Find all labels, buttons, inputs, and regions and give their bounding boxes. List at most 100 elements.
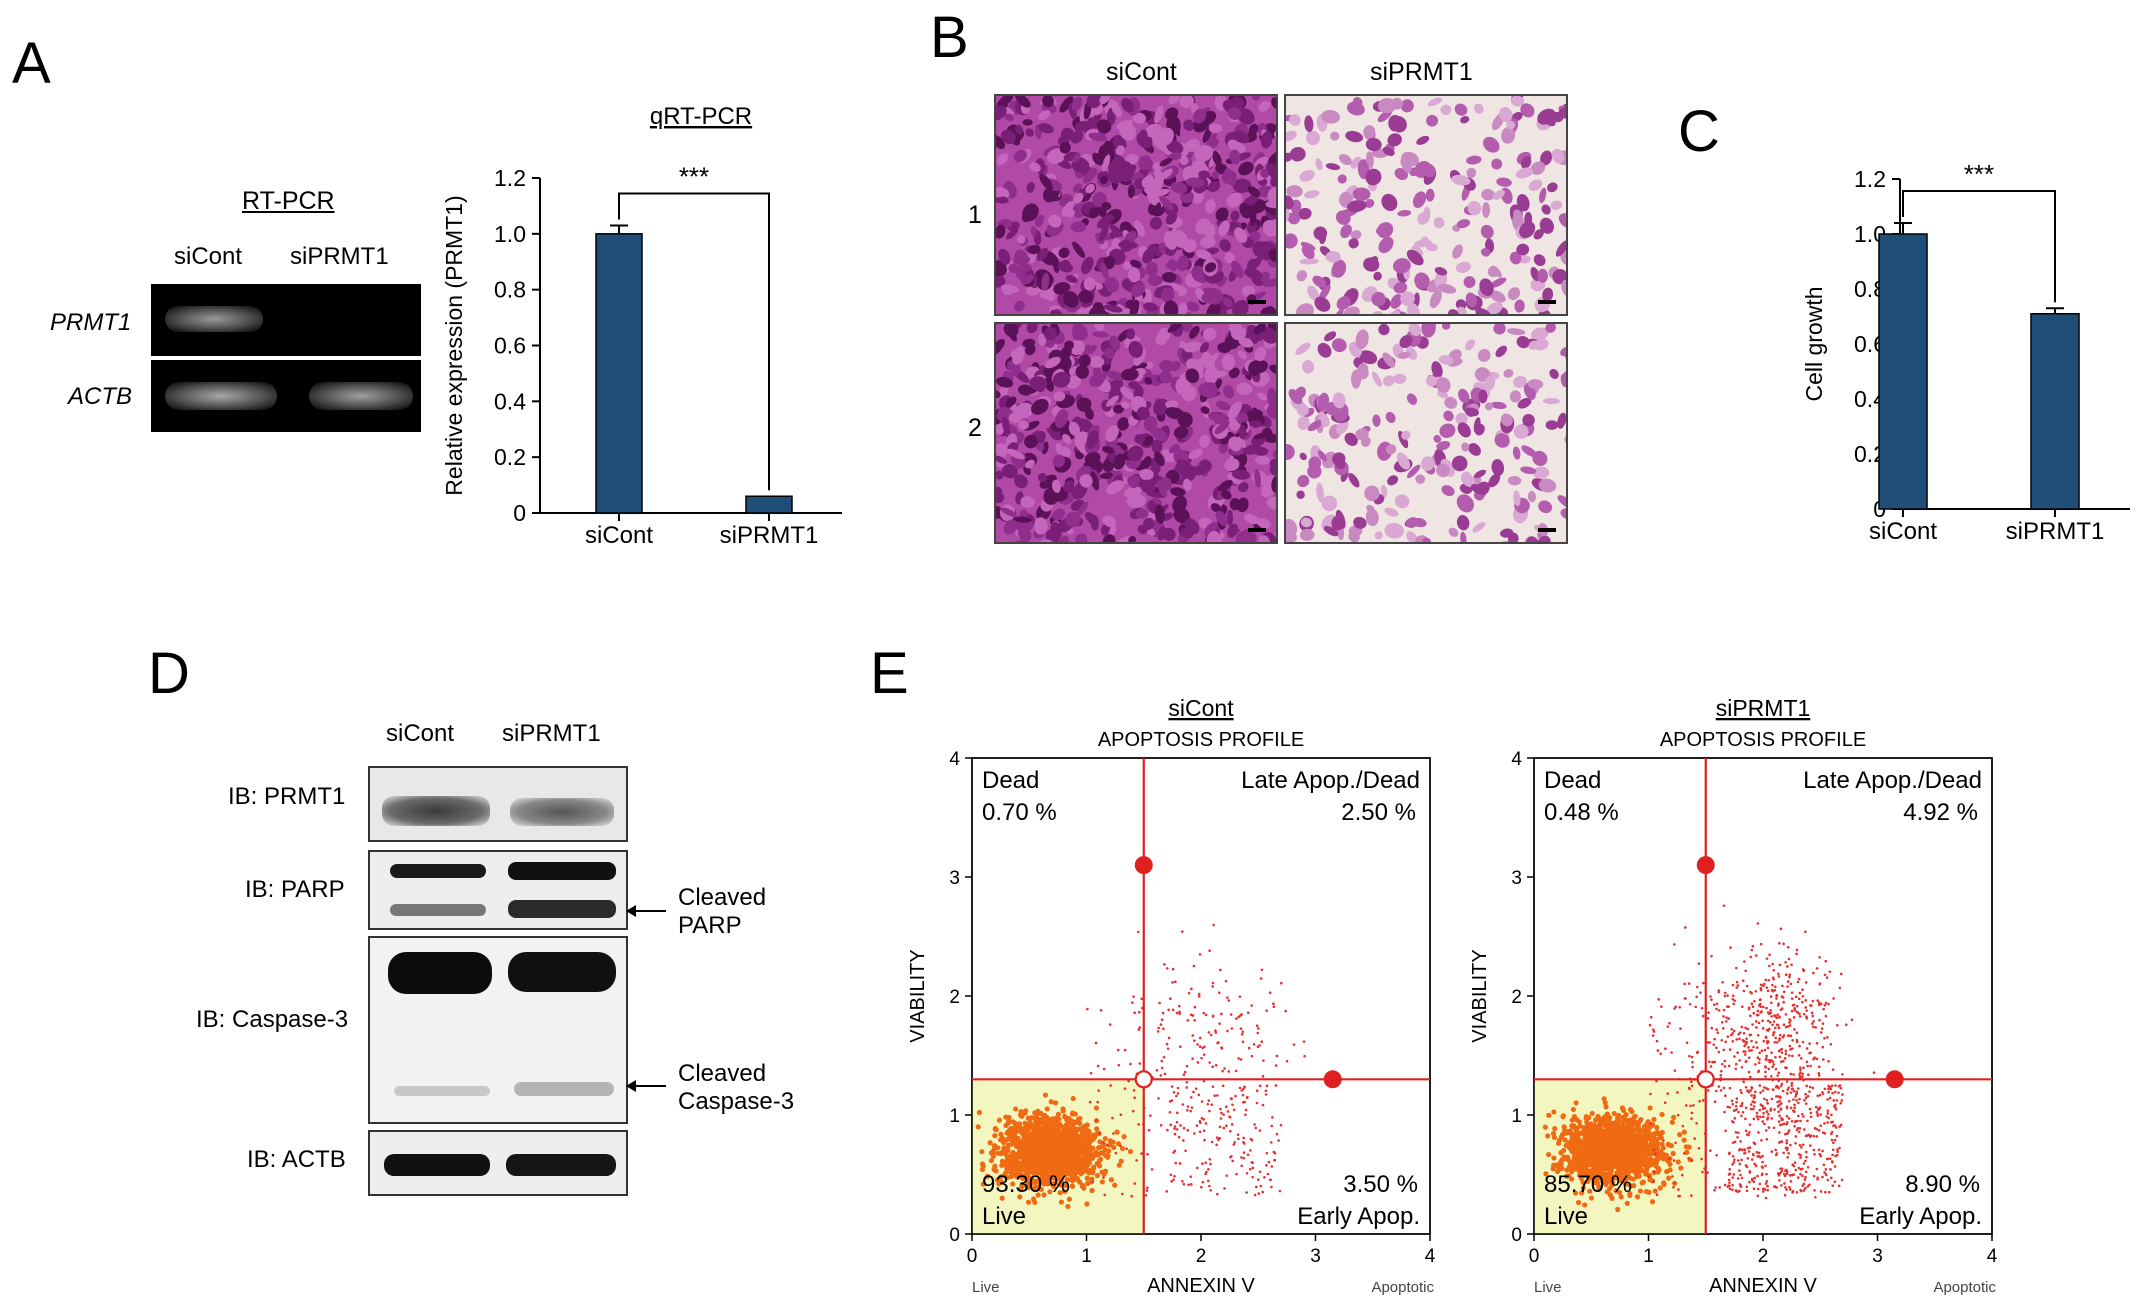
event-dot	[1111, 1116, 1114, 1120]
event-dot	[1628, 1146, 1634, 1152]
event-dot	[1671, 1175, 1674, 1178]
event-dot	[1804, 1159, 1807, 1163]
cell-shape	[1038, 123, 1054, 134]
event-dot	[1657, 998, 1660, 1001]
event-dot	[1736, 1051, 1739, 1054]
cell-shape	[1260, 271, 1270, 283]
event-dot	[1051, 1149, 1057, 1155]
event-dot	[1150, 1167, 1154, 1171]
event-dot	[1193, 1005, 1197, 1009]
event-dot	[1253, 1123, 1256, 1126]
event-dot	[1656, 1167, 1662, 1173]
event-dot	[1279, 1123, 1283, 1127]
event-dot	[1620, 1124, 1626, 1131]
event-dot	[1826, 1178, 1830, 1182]
event-dot	[1697, 1146, 1701, 1150]
cell-shape	[1248, 123, 1259, 135]
event-dot	[1264, 1089, 1268, 1093]
event-dot	[1189, 1109, 1193, 1113]
quadrant-dead-value: 0.70 %	[982, 799, 1057, 826]
event-dot	[1629, 1161, 1635, 1167]
event-dot	[1654, 1152, 1657, 1155]
event-dot	[1764, 1164, 1767, 1168]
event-dot	[1114, 1129, 1120, 1135]
event-dot	[1018, 1113, 1024, 1119]
event-dot	[1099, 1008, 1103, 1012]
event-dot	[1094, 1041, 1098, 1045]
event-dot	[1258, 1084, 1262, 1088]
event-dot	[1658, 1149, 1664, 1155]
event-dot	[1116, 1162, 1122, 1168]
event-dot	[1052, 1100, 1059, 1106]
event-dot	[1652, 1180, 1655, 1183]
event-dot	[1133, 1182, 1137, 1185]
event-dot	[988, 1157, 995, 1164]
gate-center-handle	[1134, 1070, 1153, 1089]
event-dot	[1663, 1101, 1667, 1105]
event-dot	[1601, 1096, 1607, 1102]
event-dot	[1680, 1173, 1684, 1177]
event-dot	[1272, 1002, 1275, 1006]
cell-shape	[1168, 96, 1180, 105]
event-dot	[1174, 980, 1177, 983]
event-dot	[1186, 1108, 1189, 1112]
x-axis-label: ANNEXIN V	[1147, 1275, 1255, 1297]
event-dot	[1765, 1180, 1769, 1183]
event-dot	[1010, 1119, 1016, 1125]
event-dot	[1681, 1129, 1687, 1135]
event-dot	[1661, 1181, 1667, 1188]
event-dot	[1576, 1119, 1582, 1125]
event-dot	[1169, 997, 1172, 1001]
event-dot	[1624, 1200, 1630, 1206]
event-dot	[1604, 1161, 1610, 1167]
event-dot	[1236, 1133, 1240, 1137]
event-dot	[1203, 1138, 1206, 1142]
event-dot	[1746, 1027, 1750, 1031]
event-dot	[979, 1149, 985, 1155]
event-dot	[1695, 995, 1698, 999]
event-dot	[1684, 1104, 1688, 1107]
event-dot	[1202, 1053, 1206, 1056]
event-dot	[1073, 1170, 1079, 1176]
event-dot	[1273, 1159, 1276, 1162]
event-dot	[1573, 1100, 1579, 1106]
cell-shape	[1230, 210, 1240, 222]
event-dot	[1651, 1034, 1655, 1037]
event-dot	[1256, 1031, 1260, 1035]
event-dot	[1056, 1149, 1062, 1155]
event-dot	[1090, 1166, 1097, 1172]
event-dot	[1168, 1100, 1172, 1103]
event-dot	[987, 1140, 993, 1146]
gel-band	[165, 382, 277, 410]
event-dot	[1088, 1100, 1092, 1104]
event-dot	[1701, 1014, 1705, 1018]
event-dot	[1627, 1117, 1633, 1123]
event-dot	[1713, 1189, 1716, 1192]
quadrant-dead-label: Dead	[982, 767, 1039, 794]
event-dot	[1058, 1199, 1065, 1205]
event-dot	[1149, 1114, 1152, 1117]
event-dot	[1066, 1115, 1072, 1122]
event-dot	[1673, 1181, 1676, 1185]
event-dot	[1163, 963, 1166, 966]
event-dot	[1062, 1113, 1068, 1120]
event-dot	[1198, 1130, 1202, 1134]
rtpcr-lane-sicont: siCont	[174, 243, 243, 270]
event-dot	[1240, 1164, 1243, 1168]
y-axis-label: VIABILITY	[907, 949, 929, 1042]
event-dot	[1690, 1194, 1693, 1197]
event-dot	[1675, 1159, 1681, 1165]
event-dot	[1275, 1132, 1279, 1136]
event-dot	[1231, 1159, 1234, 1163]
event-dot	[1065, 1203, 1071, 1210]
cell-shape	[1085, 183, 1095, 194]
event-dot	[1225, 1105, 1228, 1109]
event-dot	[1210, 1140, 1214, 1144]
event-dot	[1215, 1143, 1218, 1147]
event-dot	[1186, 1128, 1190, 1132]
event-dot	[1189, 1175, 1193, 1178]
event-dot	[1239, 1014, 1242, 1017]
event-dot	[1042, 1092, 1049, 1098]
event-dot	[1766, 1102, 1769, 1105]
event-dot	[1060, 1106, 1066, 1112]
